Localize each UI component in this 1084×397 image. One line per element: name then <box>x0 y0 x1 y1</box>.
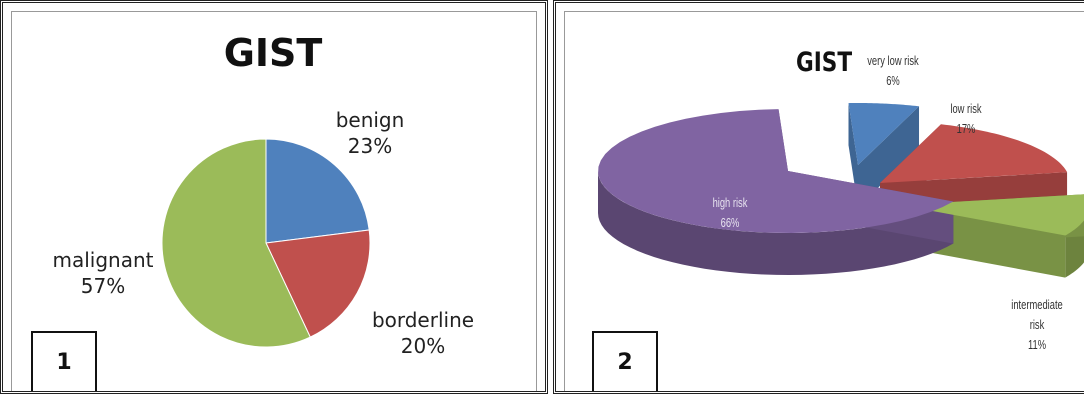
slice-name: borderline <box>371 308 475 332</box>
chart-frame <box>11 11 537 391</box>
slice-name-line-2: risk <box>1029 317 1045 332</box>
slice-name: high risk <box>712 195 748 210</box>
slice-label-benign: benign 23% <box>315 107 425 159</box>
chart-title: GIST <box>796 47 853 78</box>
pie-slice-borderline <box>265 229 371 338</box>
slice-name-line-1: intermediate <box>1011 297 1063 312</box>
pie-slice-malignant <box>161 138 311 348</box>
slice-value: 57% <box>80 274 126 298</box>
pie-slice-face-very-low-risk <box>848 103 858 207</box>
chart-panel-1: GIST benign 23% borderline 20% malignant… <box>0 0 548 394</box>
slice-label-intermediate-risk: intermediate risk 11% <box>1001 295 1073 355</box>
slice-value: 20% <box>400 334 446 358</box>
slice-label-very-low-risk: very low risk 6% <box>853 51 932 91</box>
pie-slice-face-very-low-risk <box>858 106 920 207</box>
pie-slice-low-risk <box>880 124 1068 183</box>
slice-value: 6% <box>886 73 900 88</box>
pie-chart-1 <box>161 138 371 348</box>
slice-name: malignant <box>52 248 154 272</box>
slice-value: 11% <box>1027 337 1047 352</box>
slice-label-borderline: borderline 20% <box>353 307 493 359</box>
pie-slice-very-low-risk <box>848 103 920 165</box>
slice-label-malignant: malignant 57% <box>43 247 163 299</box>
slice-name: low risk <box>950 101 982 116</box>
slice-label-low-risk: low risk 17% <box>937 99 995 139</box>
slice-value: 17% <box>956 121 976 136</box>
chart-panel-2: GIST very low risk 6% low risk 17% inter… <box>553 0 1084 394</box>
slice-value: 66% <box>720 215 740 230</box>
pie-slice-high-risk <box>598 109 954 233</box>
slice-label-high-risk: high risk 66% <box>701 193 759 233</box>
pie-slice-side-high-risk <box>598 171 954 275</box>
chart-title: GIST <box>223 31 323 75</box>
slice-name: benign <box>335 108 405 132</box>
panel-number-badge: 2 <box>592 331 658 391</box>
chart-frame <box>564 11 1084 391</box>
slice-value: 23% <box>347 134 393 158</box>
pie-slice-benign <box>265 138 370 244</box>
pie-chart-2 <box>598 103 1084 278</box>
slice-name: very low risk <box>867 53 919 68</box>
panel-number-badge: 1 <box>31 331 97 391</box>
